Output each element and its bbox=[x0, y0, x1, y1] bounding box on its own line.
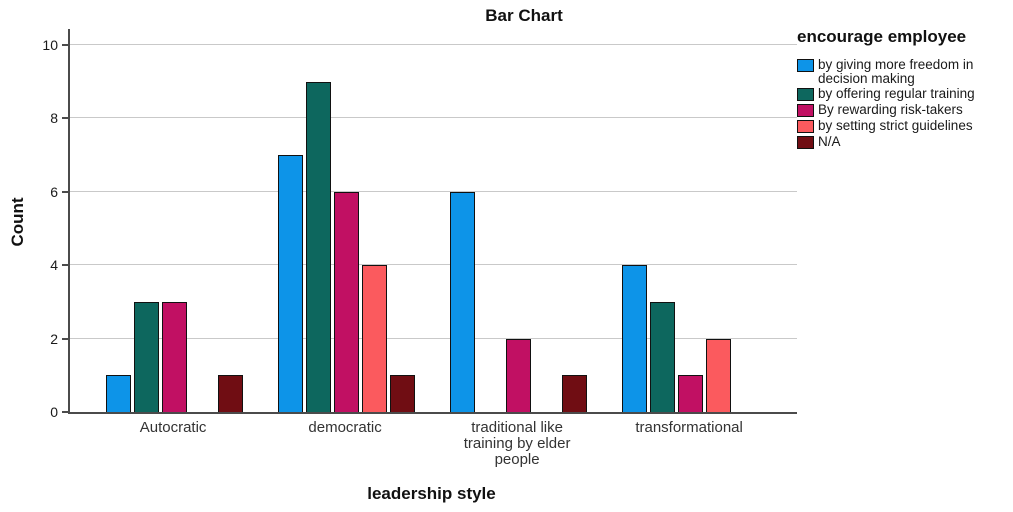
legend-item-3: by setting strict guidelines bbox=[797, 119, 1011, 133]
y-tick-label-6: 6 bbox=[50, 183, 58, 200]
gridline-y-8 bbox=[70, 117, 797, 119]
bar-transformational-series-1 bbox=[650, 302, 676, 412]
legend-title: encourage employee bbox=[797, 27, 967, 46]
y-tick-label-0: 0 bbox=[50, 404, 58, 420]
y-tick-label-10: 10 bbox=[42, 37, 58, 53]
legend-item-2: By rewarding risk-takers bbox=[797, 103, 1011, 117]
legend-swatch-0 bbox=[797, 59, 814, 72]
y-tick-mark-8 bbox=[62, 117, 68, 120]
y-tick-mark-10 bbox=[62, 44, 68, 46]
bar-autocratic-series-0 bbox=[106, 375, 132, 412]
legend-label-3: by setting strict guidelines bbox=[818, 118, 973, 133]
y-tick-mark-4 bbox=[62, 264, 68, 267]
legend-items: by giving more freedom in decision makin… bbox=[797, 58, 1011, 149]
plot-area: 0 2 4 6 8 10 Autocratic democratic traditional l… bbox=[42, 29, 797, 468]
y-tick-label-2: 2 bbox=[50, 330, 58, 347]
legend-item-0: by giving more freedom in decision makin… bbox=[797, 58, 1011, 85]
legend-swatch-4 bbox=[797, 136, 814, 149]
x-category-label-3: transformational bbox=[635, 419, 743, 436]
y-tick-label-4: 4 bbox=[50, 257, 58, 274]
legend-label-2: By rewarding risk-takers bbox=[818, 102, 963, 117]
legend-item-4: N/A bbox=[797, 135, 1011, 149]
legend-label-4: N/A bbox=[818, 134, 841, 149]
bar-traditional-like-training-by-elder-people-series-2 bbox=[506, 339, 531, 412]
legend-swatch-1 bbox=[797, 88, 814, 101]
gridline-y-2 bbox=[70, 337, 797, 339]
bar-transformational-series-3 bbox=[705, 339, 731, 412]
x-category-label-0: Autocratic bbox=[139, 419, 207, 436]
y-tick-mark-2 bbox=[62, 337, 68, 340]
bar-autocratic-series-4 bbox=[217, 375, 243, 412]
bar-democratic-series-3 bbox=[361, 265, 387, 412]
legend-label-0: by giving more freedom in decision makin… bbox=[818, 57, 974, 86]
gridline-y-4 bbox=[70, 264, 797, 266]
gridline-y-6 bbox=[70, 190, 797, 192]
y-tick-mark-0 bbox=[62, 411, 68, 413]
gridline-y-10 bbox=[70, 44, 797, 45]
y-tick-label-8: 8 bbox=[50, 110, 58, 127]
x-category-label-1: democratic bbox=[308, 419, 382, 436]
legend-swatch-3 bbox=[797, 120, 814, 133]
legend: encourage employee by giving more freedo… bbox=[797, 27, 1011, 149]
legend-item-1: by offering regular training bbox=[797, 87, 1011, 101]
x-category-label-2: traditional like training by elder people bbox=[463, 419, 571, 468]
y-tick-mark-6 bbox=[62, 190, 68, 193]
bar-autocratic-series-1 bbox=[134, 302, 160, 412]
bar-autocratic-series-2 bbox=[162, 302, 187, 412]
bar-democratic-series-1 bbox=[306, 82, 332, 412]
y-axis-title: Count bbox=[8, 197, 27, 247]
bar-democratic-series-4 bbox=[389, 375, 415, 412]
bar-traditional-like-training-by-elder-people-series-4 bbox=[561, 375, 587, 412]
legend-swatch-2 bbox=[797, 104, 814, 117]
chart-title: Bar Chart bbox=[485, 6, 563, 25]
legend-label-1: by offering regular training bbox=[818, 86, 975, 101]
bar-democratic-series-2 bbox=[334, 192, 359, 412]
bar-traditional-like-training-by-elder-people-series-0 bbox=[450, 192, 476, 412]
bar-transformational-series-2 bbox=[678, 375, 703, 412]
bar-transformational-series-0 bbox=[622, 265, 648, 412]
x-axis-title: leadership style bbox=[367, 484, 496, 503]
bar-democratic-series-0 bbox=[278, 155, 304, 412]
